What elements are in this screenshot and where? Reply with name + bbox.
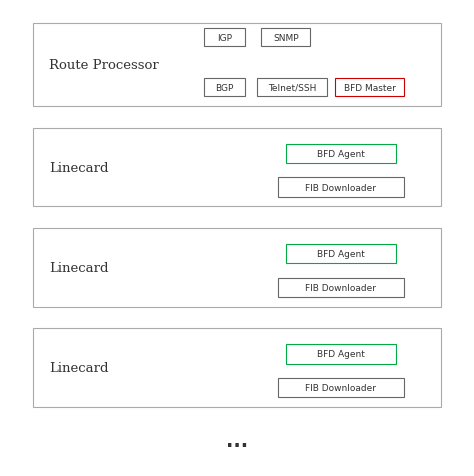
FancyBboxPatch shape — [335, 79, 404, 97]
FancyBboxPatch shape — [257, 79, 327, 97]
FancyBboxPatch shape — [33, 328, 441, 407]
Text: BGP: BGP — [216, 83, 234, 92]
FancyBboxPatch shape — [204, 29, 245, 47]
FancyBboxPatch shape — [286, 144, 396, 164]
Text: FIB Downloader: FIB Downloader — [305, 383, 376, 392]
Text: Linecard: Linecard — [49, 361, 109, 374]
Text: SNMP: SNMP — [273, 33, 299, 42]
FancyBboxPatch shape — [262, 29, 310, 47]
Text: FIB Downloader: FIB Downloader — [305, 283, 376, 292]
FancyBboxPatch shape — [278, 378, 404, 397]
FancyBboxPatch shape — [278, 278, 404, 298]
FancyBboxPatch shape — [286, 344, 396, 364]
FancyBboxPatch shape — [204, 79, 245, 97]
Text: Telnet/SSH: Telnet/SSH — [268, 83, 316, 92]
Text: Linecard: Linecard — [49, 161, 109, 174]
FancyBboxPatch shape — [33, 129, 441, 207]
Text: BFD Agent: BFD Agent — [317, 249, 365, 258]
Text: Linecard: Linecard — [49, 261, 109, 274]
Text: IGP: IGP — [217, 33, 232, 42]
FancyBboxPatch shape — [286, 244, 396, 264]
Text: BFD Agent: BFD Agent — [317, 349, 365, 358]
FancyBboxPatch shape — [278, 178, 404, 198]
Text: FIB Downloader: FIB Downloader — [305, 183, 376, 192]
FancyBboxPatch shape — [33, 24, 441, 107]
Text: BFD Master: BFD Master — [344, 83, 395, 92]
FancyBboxPatch shape — [33, 228, 441, 307]
Text: Route Processor: Route Processor — [49, 59, 159, 72]
Text: BFD Agent: BFD Agent — [317, 149, 365, 159]
Text: ...: ... — [226, 431, 248, 450]
